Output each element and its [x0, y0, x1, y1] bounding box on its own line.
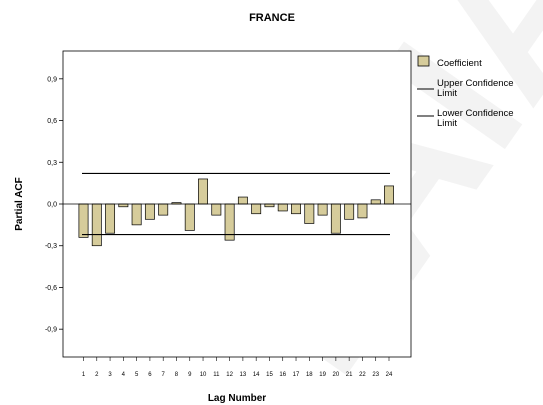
x-tick-label: 23: [372, 372, 379, 378]
y-tick-label: -0,6: [45, 285, 57, 292]
x-tick-label: 2: [95, 372, 99, 378]
y-axis: 0,9 0,6 0,3 0,0 -0,3 -0,6 -0,9: [45, 76, 63, 334]
bar: [357, 203, 368, 219]
y-tick-label: 0,6: [47, 118, 57, 125]
x-tick-label: 14: [253, 372, 260, 378]
bar: [304, 203, 315, 224]
x-tick-label: 12: [226, 372, 233, 378]
x-tick-label: 3: [108, 372, 112, 378]
bars: [63, 178, 411, 247]
x-axis: 1 2 3 4 5 6 7 8 9 10 11 12 13 14 15 16 17 18 19 20 21 22 23 24: [82, 357, 393, 378]
bar: [131, 203, 142, 226]
bar: [105, 203, 116, 234]
bar: [370, 199, 381, 205]
x-tick-label: 16: [279, 372, 286, 378]
y-tick-label: -0,3: [45, 243, 57, 250]
y-axis-label: Partial ACF: [14, 177, 25, 231]
x-axis-label: Lag Number: [208, 393, 266, 404]
x-tick-label: 19: [319, 372, 326, 378]
x-tick-label: 21: [346, 372, 353, 378]
bar: [158, 203, 169, 216]
bar: [198, 178, 208, 205]
bar: [91, 203, 102, 247]
x-tick-label: 7: [162, 372, 166, 378]
x-tick-label: 22: [359, 372, 366, 378]
bar: [211, 203, 222, 216]
legend-swatch-coefficient: [417, 55, 430, 67]
y-tick-label: 0,3: [47, 160, 57, 167]
bar: [277, 203, 288, 212]
y-tick-label: 0,9: [47, 76, 57, 83]
legend-label-coefficient: Coefficient: [437, 58, 482, 69]
x-tick-label: 8: [175, 372, 179, 378]
bar: [237, 196, 248, 205]
legend-label-lower-confidence-limit: Lower Confidence Limit: [437, 108, 514, 129]
confidence-lines: [82, 172, 390, 236]
x-tick-label: 10: [200, 372, 207, 378]
x-tick-label: 11: [213, 372, 220, 378]
bar: [330, 203, 341, 234]
bar: [251, 203, 262, 215]
x-tick-label: 15: [266, 372, 273, 378]
x-tick-label: 6: [148, 372, 152, 378]
bar: [118, 203, 129, 208]
bar: [264, 203, 275, 208]
x-tick-label: 20: [333, 372, 340, 378]
x-tick-label: 13: [240, 372, 247, 378]
x-tick-label: 4: [122, 372, 126, 378]
x-tick-label: 5: [135, 372, 139, 378]
x-tick-label: 9: [188, 372, 192, 378]
x-tick-label: 24: [386, 372, 393, 378]
bar: [344, 203, 355, 220]
x-tick-label: 18: [306, 372, 313, 378]
legend: Coefficient Upper Confidence Limit Lower …: [417, 55, 514, 129]
chart-title: FRANCE: [249, 12, 295, 24]
bar: [78, 203, 89, 238]
bar: [317, 203, 328, 216]
x-tick-label: 17: [293, 372, 300, 378]
bar: [144, 203, 155, 220]
bar: [291, 203, 301, 215]
bar: [384, 185, 394, 205]
x-tick-label: 1: [82, 372, 86, 378]
y-tick-label: 0,0: [47, 202, 57, 209]
legend-label-upper-confidence-limit: Upper Confidence Limit: [437, 78, 514, 99]
bar: [184, 203, 195, 231]
y-tick-label: -0,9: [45, 327, 57, 334]
